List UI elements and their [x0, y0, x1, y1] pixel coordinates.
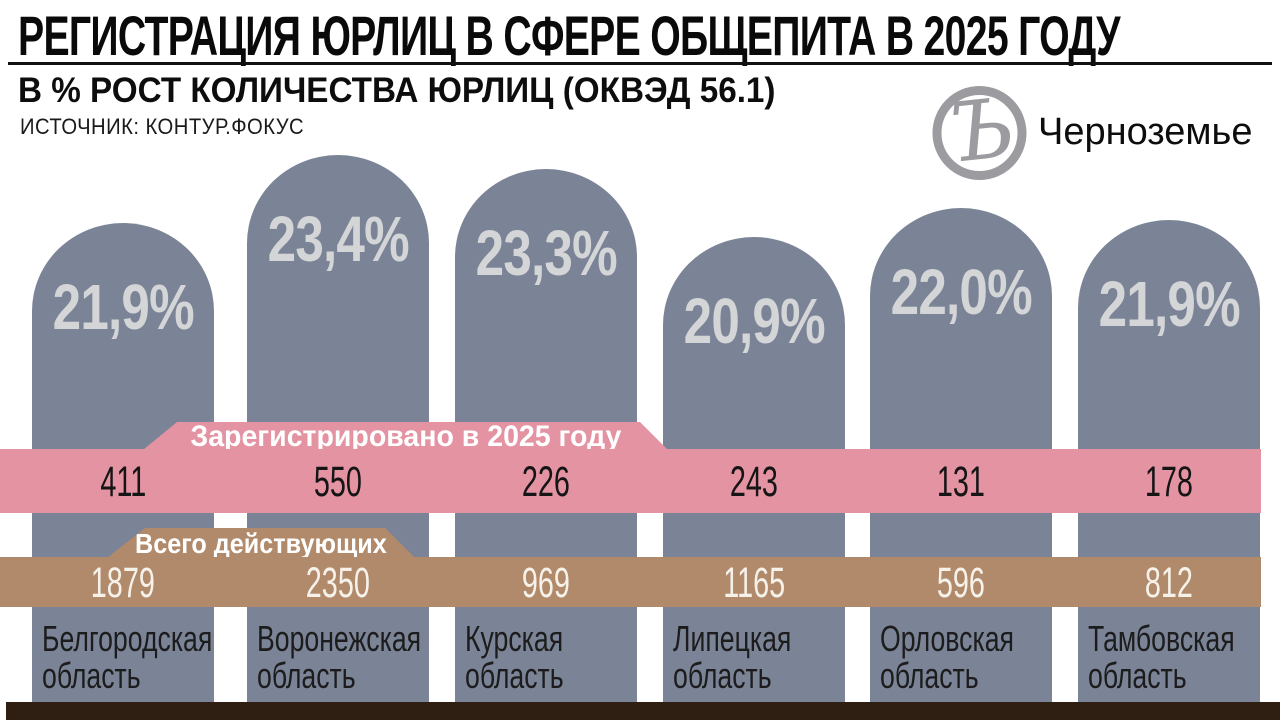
active-tab: Всего действующих: [107, 528, 415, 558]
registered-value: 411: [100, 458, 146, 506]
bottom-strip: [6, 702, 1280, 720]
bar-percent-label: 23,4%: [267, 203, 409, 275]
registered-tab: Зарегистрировано в 2025 году: [143, 422, 668, 450]
bar-percent-label: 21,9%: [52, 271, 194, 343]
active-value: 2350: [305, 559, 371, 607]
active-value: 1879: [90, 559, 156, 607]
brand-edition-label: Черноземье: [1038, 111, 1253, 153]
registered-tab-label: Зарегистрировано в 2025 году: [189, 420, 622, 453]
region-label: Воронежская область: [257, 618, 422, 696]
kommersant-logo-icon: Ъ: [932, 83, 1027, 182]
active-tab-label: Всего действующих: [135, 528, 387, 559]
region-label: Тамбовская область: [1088, 618, 1235, 696]
bar-percent-label: 22,0%: [890, 256, 1032, 328]
logo-letter: Ъ: [944, 83, 1019, 182]
registered-value: 131: [936, 458, 986, 506]
registered-value: 178: [1144, 458, 1194, 506]
region-label: Белгородская область: [42, 618, 213, 696]
registered-value: 243: [729, 458, 779, 506]
bar-percent-label: 20,9%: [683, 285, 825, 357]
region-label: Курская область: [465, 618, 564, 696]
title-divider: [8, 62, 1272, 65]
active-band: 1879 2350 969 1165 596 812: [0, 557, 1261, 607]
region-label: Липецкая область: [673, 618, 792, 696]
active-value: 596: [936, 559, 986, 607]
region-label: Орловская область: [880, 618, 1014, 696]
logo-ring: [932, 86, 1027, 180]
source-note: ИСТОЧНИК: КОНТУР.ФОКУС: [20, 114, 305, 139]
registered-band: 411 550 226 243 131 178: [0, 449, 1261, 513]
chart-subtitle: В % РОСТ КОЛИЧЕСТВА ЮРЛИЦ (ОКВЭД 56.1): [18, 71, 776, 110]
registered-value: 226: [521, 458, 571, 506]
registered-value: 550: [313, 458, 363, 506]
active-value: 969: [521, 559, 571, 607]
active-value: 812: [1144, 559, 1194, 607]
bar-percent-label: 23,3%: [475, 217, 617, 289]
bar-percent-label: 21,9%: [1098, 268, 1240, 340]
page-title: РЕГИСТРАЦИЯ ЮРЛИЦ В СФЕРЕ ОБЩЕПИТА В 202…: [18, 4, 1121, 67]
active-value: 1165: [723, 559, 785, 607]
